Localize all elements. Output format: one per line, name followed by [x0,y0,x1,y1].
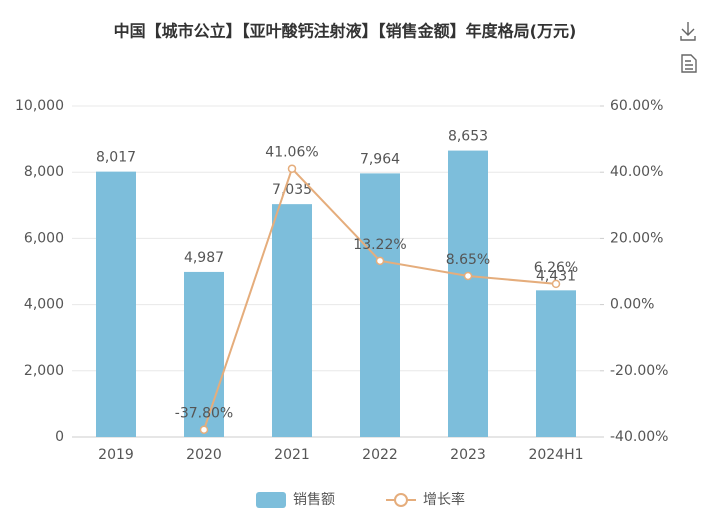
bar [272,204,312,437]
line-point [287,164,297,173]
line-value-label: 13.22% [353,237,406,253]
y-tick-label: 10,000 [15,98,64,114]
x-tick-label: 2024H1 [528,447,583,463]
y2-tick-label: -20.00% [610,363,668,379]
legend-label: 增长率 [423,491,465,508]
line-point [551,279,561,289]
y-tick-label: 6,000 [24,230,64,246]
x-tick-label: 2021 [274,447,310,463]
bar-value-label: 4,431 [536,268,576,284]
line-point [463,271,473,281]
bar [448,150,488,437]
data-view-icon[interactable] [681,54,697,73]
y-tick-label: 2,000 [24,363,64,379]
line-value-label: 6.26% [534,260,578,276]
y2-tick-label: 20.00% [610,230,663,246]
legend-swatch [256,492,286,508]
y-tick-label: 8,000 [24,164,64,180]
x-tick-label: 2020 [186,447,222,463]
legend-marker [394,493,408,507]
bar [360,173,400,437]
line-value-label: 41.06% [265,145,318,161]
x-tick-label: 2023 [450,447,486,463]
bar [536,290,576,437]
x-tick-label: 2022 [362,447,398,463]
y2-tick-label: -40.00% [610,429,668,445]
bar-value-label: 7,035 [272,182,312,198]
line-value-label: 8.65% [446,252,490,268]
bar-value-label: 7,964 [360,151,400,167]
bar-value-label: 4,987 [184,250,224,266]
legend-label: 销售额 [293,492,335,508]
bar-value-label: 8,017 [96,150,136,166]
download-icon[interactable] [680,22,696,41]
line-point [375,256,385,266]
bar [96,171,136,437]
line-point [199,425,209,434]
x-tick-label: 2019 [98,447,134,463]
chart-title: 中国【城市公立】【亚叶酸钙注射液】【销售金额】年度格局(万元) [114,22,577,41]
y2-tick-label: 0.00% [610,297,654,313]
bar-value-label: 8,653 [448,129,488,145]
y2-tick-label: 40.00% [610,164,663,180]
line-value-label: -37.80% [175,406,233,422]
y-tick-label: 4,000 [24,297,64,313]
bar [184,271,224,437]
y2-tick-label: 60.00% [610,98,663,114]
y-tick-label: 0 [55,429,64,445]
